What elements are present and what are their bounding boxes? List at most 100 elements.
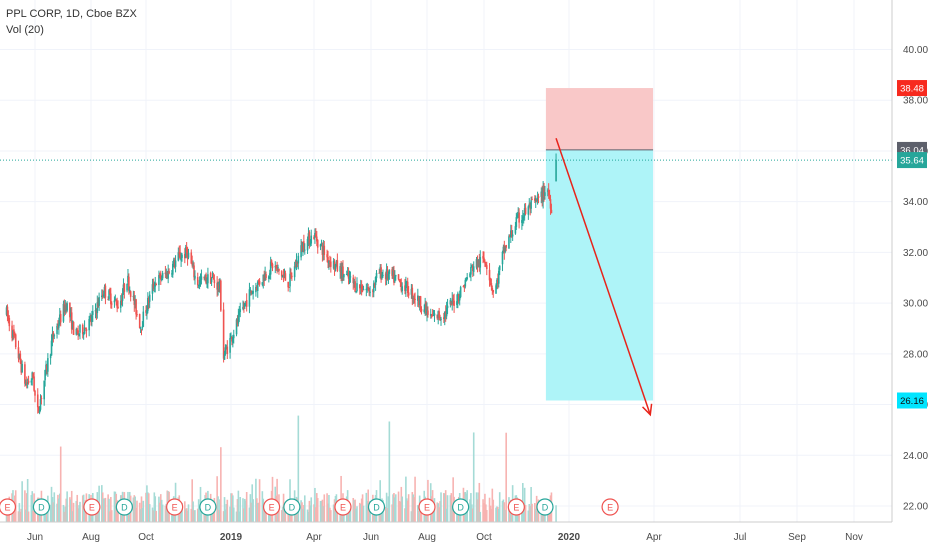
- candle-body: [127, 275, 129, 283]
- candle-body: [5, 307, 8, 315]
- volume-bar: [505, 432, 507, 522]
- trend-arrow[interactable]: [0, 138, 892, 417]
- earnings-marker[interactable]: E: [166, 498, 184, 516]
- candle-body: [46, 365, 48, 371]
- earnings-marker[interactable]: E: [0, 498, 17, 516]
- candle-body: [178, 251, 181, 254]
- candle-body: [200, 276, 203, 280]
- volume-bar: [250, 502, 253, 522]
- candle-body: [244, 302, 246, 307]
- dividend-marker[interactable]: D: [283, 498, 301, 516]
- candle-body: [261, 282, 264, 285]
- volume-label[interactable]: Vol (20): [6, 24, 44, 36]
- candle-body: [211, 276, 214, 279]
- candle-body: [530, 200, 532, 209]
- volume-bar: [244, 498, 246, 522]
- volume-bar: [261, 491, 264, 522]
- candle-body: [88, 318, 90, 331]
- volume-bar: [114, 491, 117, 522]
- volume-bar: [184, 501, 186, 522]
- candle-body: [91, 315, 93, 322]
- candle-body: [193, 265, 195, 278]
- candle-body: [206, 281, 208, 283]
- volume-bar: [256, 498, 258, 522]
- volume-bar: [230, 493, 232, 522]
- candle-body: [339, 266, 341, 272]
- candle-body: [136, 314, 138, 316]
- candle-body: [413, 298, 415, 300]
- candle-body: [134, 300, 136, 305]
- volume-bar: [504, 509, 507, 522]
- volume-bar: [64, 506, 67, 522]
- event-markers[interactable]: E E E E E E E ED D D D D D D: [0, 498, 619, 516]
- volume-bar: [212, 510, 215, 522]
- volume-bar: [310, 497, 313, 522]
- price-label-text: 26.16: [900, 396, 924, 407]
- volume-bar: [57, 494, 59, 522]
- candle-body: [191, 262, 193, 266]
- candle-body: [393, 270, 395, 283]
- marker-letter: D: [457, 503, 464, 513]
- volume-bar: [387, 496, 390, 522]
- candle-body: [275, 264, 277, 269]
- time-tick-label: Jun: [27, 532, 43, 543]
- candle-body: [466, 277, 468, 280]
- earnings-marker[interactable]: E: [262, 498, 281, 516]
- position-tool[interactable]: [545, 88, 654, 401]
- volume-bar: [32, 510, 34, 522]
- marker-letter: E: [89, 503, 95, 513]
- candle-body: [27, 380, 30, 383]
- candle-body: [30, 380, 33, 383]
- candle-body: [303, 249, 306, 251]
- candle-body: [120, 299, 123, 302]
- candle-body: [140, 329, 143, 331]
- volume-bar: [322, 506, 325, 522]
- candle-body: [496, 279, 498, 285]
- candle-body: [475, 259, 478, 268]
- candle-body: [114, 298, 117, 300]
- dividend-marker[interactable]: D: [32, 498, 51, 516]
- earnings-marker[interactable]: E: [334, 498, 352, 516]
- candle-body: [382, 274, 384, 276]
- volume-bar: [242, 498, 244, 522]
- price-tick-label: 24.00: [903, 451, 928, 462]
- volume-bar: [394, 497, 396, 522]
- candle-body: [300, 245, 302, 258]
- volume-bar: [161, 504, 164, 522]
- earnings-marker[interactable]: E: [83, 498, 101, 516]
- candle-body: [77, 330, 79, 335]
- candle-body: [82, 333, 85, 336]
- volume-bar: [17, 511, 20, 522]
- volume-bar: [536, 510, 539, 522]
- volume-bar: [495, 507, 497, 522]
- volume-bar: [139, 509, 142, 522]
- candle-body: [346, 272, 349, 274]
- volume-bar: [302, 508, 304, 522]
- earnings-marker[interactable]: E: [507, 498, 525, 516]
- dividend-marker[interactable]: D: [115, 498, 133, 516]
- volume-bar: [333, 499, 336, 522]
- candle-body: [550, 209, 553, 214]
- volume-bar: [95, 507, 98, 522]
- earnings-marker[interactable]: E: [601, 498, 619, 516]
- candle-body: [102, 294, 105, 297]
- volume-bar: [113, 491, 116, 522]
- dividend-marker[interactable]: D: [536, 498, 554, 516]
- candle-body: [232, 334, 235, 339]
- volume-bar: [192, 501, 194, 522]
- candle-body: [289, 273, 291, 287]
- dividend-marker[interactable]: D: [199, 498, 217, 516]
- dividend-marker[interactable]: D: [367, 498, 386, 516]
- dividend-marker[interactable]: D: [452, 498, 470, 516]
- volume-bar: [51, 497, 54, 522]
- symbol-title[interactable]: PPL CORP, 1D, Cboe BZX: [6, 8, 137, 20]
- candle-body: [264, 273, 266, 281]
- marker-circle: [32, 498, 51, 516]
- time-tick-label: Sep: [788, 532, 806, 543]
- volume-bar: [530, 487, 532, 522]
- earnings-marker[interactable]: E: [418, 498, 436, 516]
- volume-bar: [78, 505, 80, 522]
- candle-body: [89, 317, 91, 319]
- candle-body: [45, 364, 47, 371]
